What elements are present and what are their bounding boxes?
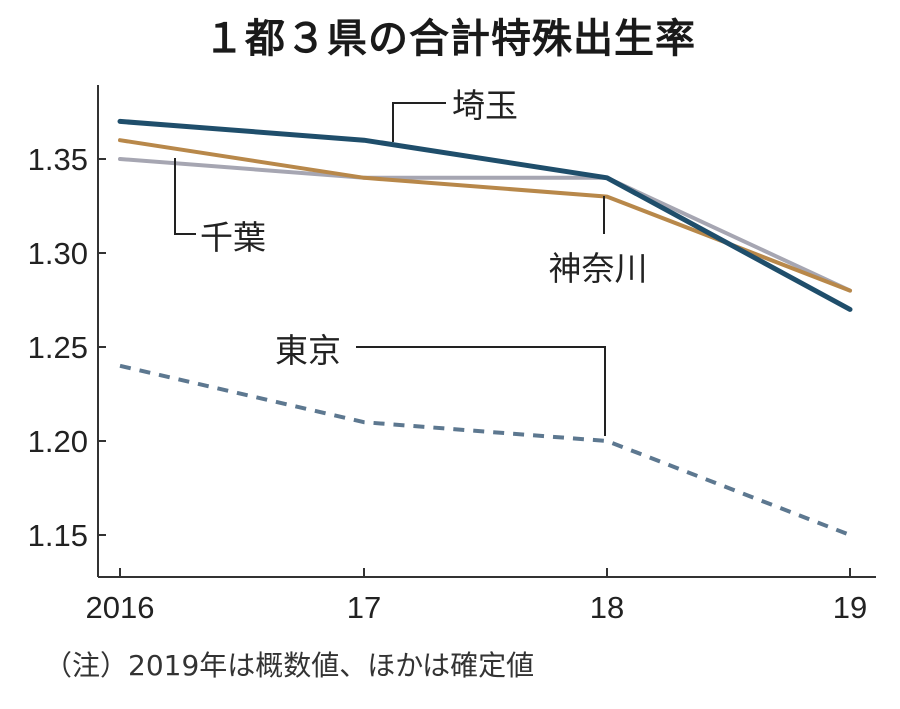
y-tick-label: 1.20 (28, 424, 88, 459)
series-line-2 (118, 138, 852, 293)
series-lines (117, 118, 853, 537)
x-tick-label: 17 (347, 590, 381, 625)
series-label: 東京 (275, 331, 341, 370)
y-tick-label: 1.25 (28, 330, 88, 365)
x-tick-label: 19 (833, 590, 867, 625)
series-label: 埼玉 (452, 86, 518, 125)
footnote: （注）2019年は概数値、ほかは確定値 (44, 649, 535, 682)
leader-line (356, 346, 606, 436)
series-line-1 (117, 118, 853, 312)
series-label: 千葉 (200, 218, 266, 257)
axes: 1.15 1.20 1.25 1.30 1.35 2016 17 18 19 (28, 85, 876, 625)
series-line-4 (119, 363, 851, 537)
series-line-3 (118, 157, 852, 293)
y-tick-label: 1.15 (28, 518, 88, 553)
leader-line (174, 158, 196, 235)
leader-line (392, 102, 446, 142)
x-tick-label: 2016 (86, 590, 155, 625)
y-tick-label: 1.30 (28, 236, 88, 271)
chart-title: １都３県の合計特殊出生率 (204, 16, 696, 62)
series-label: 神奈川 (549, 249, 648, 288)
y-tick-label: 1.35 (28, 142, 88, 177)
x-tick-label: 18 (590, 590, 624, 625)
